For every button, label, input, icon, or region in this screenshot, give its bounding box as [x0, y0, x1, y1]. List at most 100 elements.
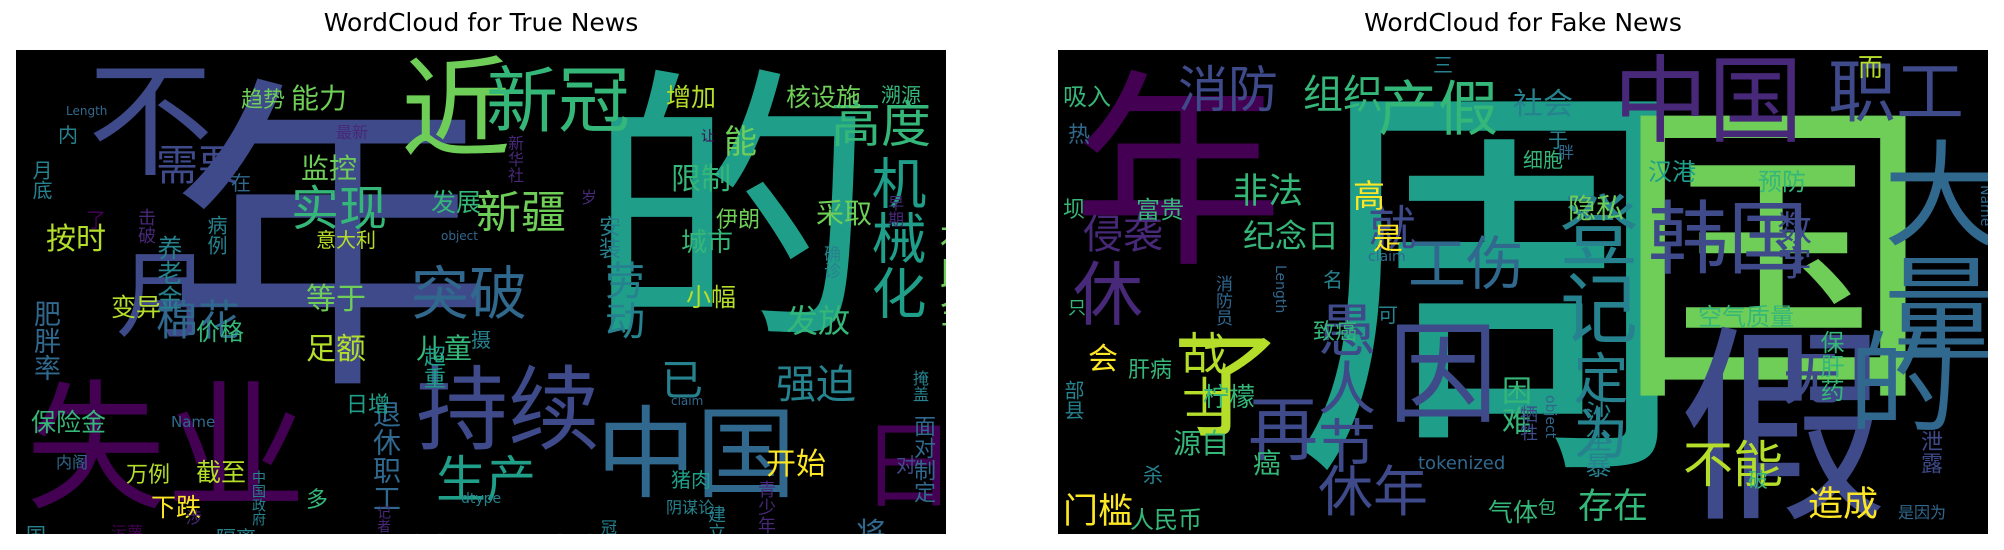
wordcloud-word: 名 — [1323, 268, 1343, 292]
wordcloud-word: 截至 — [196, 458, 247, 487]
wordcloud-word: 热 — [1068, 123, 1091, 148]
wordcloud-word: 富贵 — [1136, 196, 1184, 224]
wordcloud-word: 早期 — [885, 195, 904, 227]
wordcloud-word: 伊朗 — [716, 208, 761, 233]
wordcloud-word: 可 — [1378, 303, 1398, 327]
wordcloud-word: 将 — [856, 520, 886, 535]
wordcloud-word: 采取 — [816, 197, 873, 230]
wordcloud-word: 人民币 — [1130, 506, 1202, 534]
wordcloud-word: 岁 — [581, 188, 598, 207]
wordcloud-word: 已 — [661, 356, 704, 405]
wordcloud-word: 新疆 — [476, 186, 567, 239]
wordcloud-word: 只 — [1068, 298, 1086, 319]
wordcloud-word: 休 — [1073, 254, 1143, 336]
chart-title-true-news: WordCloud for True News — [323, 8, 639, 37]
wordcloud-word: 最新 — [336, 123, 369, 142]
wordcloud-word: 门槛 — [1063, 492, 1134, 532]
wordcloud-word: 产假 — [1378, 75, 1498, 145]
wordcloud-word: 下跌 — [151, 493, 202, 522]
wordcloud-word: 国 — [26, 525, 46, 534]
wordcloud-word: 坝 — [1063, 198, 1086, 223]
wordcloud-word: Length — [1272, 265, 1288, 314]
wordcloud-word: 价格 — [196, 318, 244, 346]
wordcloud-word: 退休职工 — [369, 400, 402, 512]
wordcloud-word: 职工 — [1828, 54, 1965, 133]
wordcloud-word: Name — [1977, 185, 1988, 227]
wordcloud-word: 隐私 — [1568, 192, 1625, 225]
wordcloud-word: 万例 — [126, 463, 171, 488]
wordcloud-word: 污蔑 — [111, 523, 144, 535]
wordcloud-word: 不 — [66, 55, 211, 180]
wordcloud-word: 而 — [1858, 53, 1884, 82]
wordcloud-word: 内阁 — [56, 453, 89, 472]
wordcloud-word: 破 — [1748, 468, 1768, 492]
wordcloud-word: 劳动 — [598, 260, 644, 340]
wordcloud-word: 就 — [1368, 201, 1417, 257]
wordcloud-word: 是因为 — [1898, 503, 1947, 522]
wordcloud-word: 发展 — [431, 188, 482, 217]
wordcloud-word: 空气质量 — [1698, 303, 1794, 331]
wordcloud-word: 日增 — [346, 393, 391, 418]
wordcloud-word: 韩国 — [1648, 193, 1808, 286]
wordcloud-word: 年 — [166, 51, 496, 435]
wordcloud-word: 高 — [1353, 177, 1386, 215]
wordcloud-fake-news: 周国 年假 中国 大量 登记 韩国了 的 因 职工 产假 消防 工伤就无 定为 愚人节 休年 不能 再 休战士 组织… — [1058, 50, 1988, 534]
wordcloud-word: 新华社 — [505, 135, 524, 183]
wordcloud-word: 登记 — [1547, 190, 1637, 346]
wordcloud-word: 记者 — [375, 505, 391, 533]
chart-title-fake-news: WordCloud for Fake News — [1364, 8, 1682, 37]
wordcloud-word: 足额 — [306, 332, 366, 367]
wordcloud-word: 部县 — [1061, 380, 1085, 420]
wordcloud-word: Name — [171, 413, 216, 431]
wordcloud-word: 发放 — [786, 302, 851, 340]
wordcloud-word: 非法 — [1233, 172, 1304, 212]
wordcloud-word: 强迫 — [776, 362, 856, 408]
wordcloud-word: claim — [1368, 249, 1406, 265]
wordcloud-word: 监控 — [301, 152, 358, 185]
wordcloud-word: 安装 — [595, 215, 620, 259]
wordcloud-word: 城市 — [681, 228, 734, 258]
wordcloud-word: 吸入 — [1063, 83, 1111, 111]
wordcloud-word: object — [1542, 395, 1558, 439]
wordcloud-word: 因 — [1388, 311, 1498, 439]
wordcloud-word: 月 — [116, 242, 212, 352]
wordcloud-word: 消防 — [1178, 61, 1278, 119]
wordcloud-word: 击破 — [135, 208, 156, 244]
wordcloud-word: 让 — [701, 129, 715, 145]
wordcloud-word: 了 — [86, 208, 106, 232]
wordcloud-word: 能力 — [291, 82, 348, 115]
wordcloud-word: 会 — [1088, 342, 1118, 377]
wordcloud-word: 定为 — [1564, 350, 1628, 460]
wordcloud-word: 养老金 — [154, 235, 183, 310]
wordcloud-word: 侵袭 — [1083, 212, 1163, 258]
wordcloud-word: 失业 — [26, 368, 307, 531]
wordcloud-word: claim — [671, 394, 704, 408]
wordcloud-word: 造成 — [1808, 485, 1879, 525]
wordcloud-word: 预防 — [1758, 168, 1806, 196]
wordcloud-word: 牺牲 — [1517, 405, 1538, 441]
wordcloud-word: 青少年 — [755, 480, 776, 534]
wordcloud-true-news: 年的失业 不 近中国 持续 新冠日 月 高度 突破 需要 实现 新疆 机械化 棉花 劳动 强迫 生产 已 能力 趋势… — [16, 50, 946, 534]
wordcloud-word: 日 — [861, 412, 946, 522]
wordcloud-word: 愚人节 — [1308, 300, 1376, 474]
wordcloud-word: 掩盖 — [910, 370, 929, 402]
wordcloud-word: 机械化 — [862, 155, 926, 320]
wordcloud-word: 面对制定 — [910, 415, 935, 503]
wordcloud-word: 多 — [306, 488, 329, 513]
wordcloud-word: 困难 — [1496, 375, 1531, 435]
wordcloud-word: 棉花 — [156, 296, 241, 345]
wordcloud-word: 柠檬 — [1203, 383, 1256, 413]
wordcloud-word: 国 — [1613, 74, 1933, 446]
wordcloud-word: 大量 — [1864, 135, 1988, 365]
wordcloud-word: 实现 — [291, 181, 388, 237]
wordcloud-word: 在 — [231, 171, 251, 195]
wordcloud-word: object — [441, 229, 478, 243]
wordcloud-word: 源自 — [1173, 427, 1230, 460]
wordcloud-word: 社会 — [1513, 87, 1573, 122]
wordcloud-word: 的 — [586, 50, 876, 383]
wordcloud-word: 数字 — [1771, 210, 1811, 280]
wordcloud-word: 摄 — [471, 328, 491, 352]
wordcloud-word: 中国 — [1613, 50, 1804, 157]
wordcloud-word: 猪肉 — [671, 468, 711, 492]
wordcloud-word: 冠 — [601, 518, 618, 535]
